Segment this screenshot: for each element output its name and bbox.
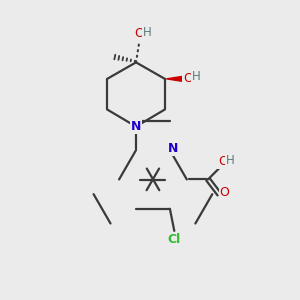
Text: H: H	[142, 26, 151, 38]
Text: O: O	[184, 72, 194, 85]
Text: H: H	[192, 70, 200, 83]
Text: N: N	[131, 120, 141, 133]
Text: O: O	[135, 27, 145, 40]
Polygon shape	[166, 76, 183, 82]
Text: N: N	[168, 142, 178, 155]
Text: H: H	[226, 154, 235, 167]
Text: Cl: Cl	[168, 232, 181, 246]
Text: O: O	[218, 155, 228, 168]
Text: O: O	[220, 186, 230, 199]
